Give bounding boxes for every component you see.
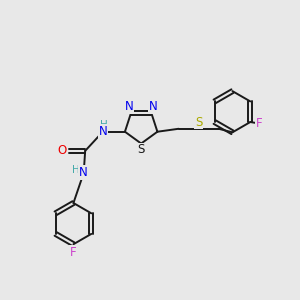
- Text: S: S: [195, 116, 202, 128]
- Text: H: H: [72, 165, 79, 175]
- Text: N: N: [149, 100, 158, 113]
- Text: H: H: [100, 120, 108, 130]
- Text: N: N: [124, 100, 133, 113]
- Text: F: F: [256, 117, 262, 130]
- Text: O: O: [57, 144, 66, 158]
- Text: N: N: [98, 125, 107, 138]
- Text: S: S: [137, 143, 145, 157]
- Text: N: N: [79, 167, 88, 179]
- Text: F: F: [70, 246, 77, 259]
